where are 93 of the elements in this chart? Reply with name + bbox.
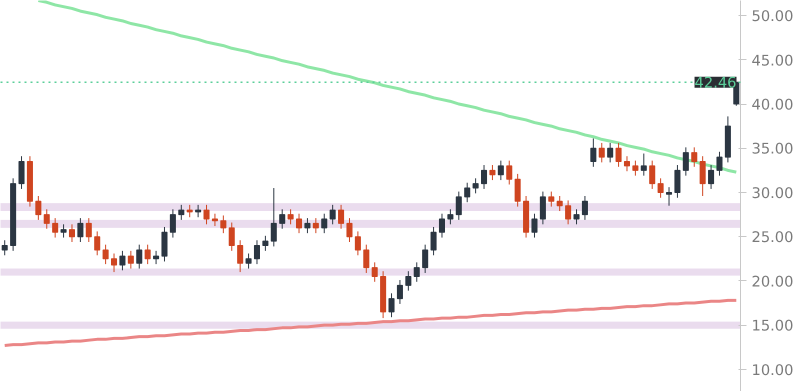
candlestick bbox=[220, 214, 226, 234]
candlestick bbox=[464, 182, 470, 203]
candlestick bbox=[666, 186, 672, 206]
candlestick bbox=[35, 196, 42, 220]
candlestick bbox=[598, 142, 605, 163]
candlestick bbox=[422, 244, 428, 274]
candlestick bbox=[456, 191, 462, 220]
candlestick bbox=[414, 262, 420, 282]
candlestick bbox=[405, 270, 412, 292]
y-tick-label: 15.00 bbox=[752, 318, 794, 335]
candlestick bbox=[531, 213, 538, 238]
y-tick-label: 10.00 bbox=[752, 362, 794, 379]
candlestick bbox=[447, 208, 454, 225]
candlestick bbox=[321, 213, 328, 234]
candlestick bbox=[246, 253, 252, 270]
candlestick bbox=[44, 208, 50, 230]
candlestick bbox=[700, 156, 706, 196]
candlestick bbox=[254, 240, 260, 265]
candlestick bbox=[153, 250, 160, 265]
candlestick bbox=[144, 244, 151, 265]
candlestick bbox=[556, 196, 563, 212]
candlestick bbox=[102, 244, 109, 265]
candlestick bbox=[481, 164, 488, 190]
candlestick bbox=[228, 222, 235, 252]
candlestick bbox=[212, 213, 218, 227]
candlestick bbox=[195, 204, 202, 218]
candlestick bbox=[60, 224, 67, 238]
candlestick bbox=[18, 156, 25, 190]
candlestick bbox=[708, 164, 714, 190]
candlestick bbox=[691, 146, 698, 168]
candlestick bbox=[674, 164, 680, 198]
candlestick bbox=[119, 250, 126, 271]
candlestick bbox=[2, 240, 8, 256]
candlestick bbox=[565, 200, 572, 225]
candlestick bbox=[279, 208, 286, 230]
candlestick bbox=[489, 164, 496, 181]
y-tick-label: 50.00 bbox=[752, 8, 794, 26]
candlestick bbox=[354, 230, 361, 256]
candlestick bbox=[574, 208, 580, 225]
candlestick bbox=[372, 262, 378, 282]
candlestick bbox=[607, 142, 614, 163]
candlestick bbox=[430, 226, 437, 256]
candlestick bbox=[68, 224, 75, 242]
candlestick bbox=[396, 280, 403, 304]
candlestick bbox=[128, 250, 134, 270]
candlestick bbox=[438, 213, 445, 238]
candlestick bbox=[237, 240, 244, 273]
candlestick bbox=[506, 160, 512, 185]
candlestick bbox=[178, 204, 184, 220]
candlestick bbox=[136, 244, 142, 270]
candlestick bbox=[682, 146, 689, 176]
candlestick bbox=[77, 218, 84, 242]
candlestick bbox=[186, 204, 193, 218]
candlestick bbox=[288, 208, 294, 225]
line-series bbox=[3, 298, 738, 347]
candlestick bbox=[52, 218, 58, 238]
y-tick-label: 35.00 bbox=[752, 140, 794, 158]
candlestick bbox=[388, 292, 395, 318]
candlestick bbox=[658, 178, 664, 198]
candlestick bbox=[472, 178, 479, 194]
candlestick bbox=[616, 142, 622, 168]
candlestick bbox=[204, 204, 210, 225]
candlestick bbox=[716, 151, 722, 176]
candlestick bbox=[161, 226, 168, 262]
y-tick-label: 40.00 bbox=[752, 96, 794, 114]
candlestick bbox=[582, 196, 588, 220]
candlestick bbox=[624, 156, 630, 172]
candlestick bbox=[649, 160, 656, 190]
candlestick bbox=[514, 173, 521, 208]
candlestick bbox=[304, 218, 310, 234]
candlestick bbox=[338, 204, 344, 230]
candlestick bbox=[170, 208, 176, 238]
candlestick bbox=[111, 253, 118, 273]
y-tick-label: 30.00 bbox=[752, 184, 794, 202]
candlestick bbox=[312, 218, 319, 234]
candlestick bbox=[540, 191, 546, 225]
candlestick bbox=[363, 244, 370, 274]
candlestick bbox=[498, 160, 504, 181]
candlestick bbox=[262, 235, 268, 252]
candlestick bbox=[270, 188, 277, 247]
candlestick bbox=[94, 230, 100, 256]
candlestick bbox=[330, 204, 336, 225]
candlestick bbox=[640, 153, 647, 176]
candlestick bbox=[346, 218, 352, 242]
y-tick-label: 45.00 bbox=[752, 52, 794, 70]
y-tick-label: 25.00 bbox=[752, 229, 794, 246]
y-tick-label: 20.00 bbox=[752, 273, 794, 290]
candlestick bbox=[296, 213, 302, 234]
candlestick bbox=[548, 191, 554, 208]
candlestick bbox=[86, 218, 92, 242]
ref-line-label: 42.46 bbox=[694, 74, 737, 92]
candlestick bbox=[590, 138, 596, 168]
candlestick bbox=[632, 160, 638, 176]
